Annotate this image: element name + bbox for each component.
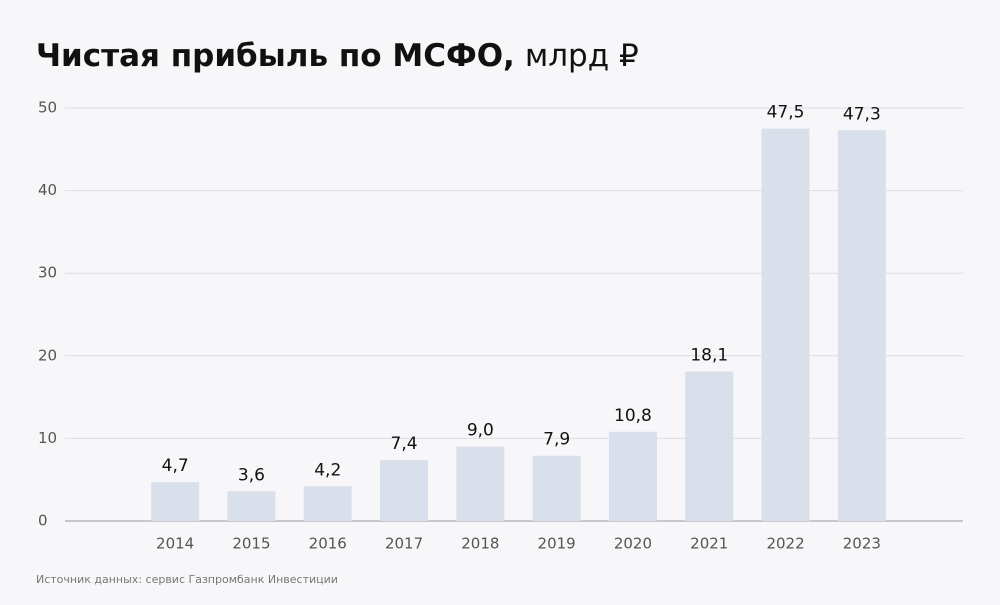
value-label: 3,6 bbox=[238, 465, 265, 485]
y-tick-label: 40 bbox=[38, 181, 57, 199]
value-label: 7,4 bbox=[391, 434, 418, 454]
x-tick-label: 2017 bbox=[385, 535, 423, 553]
x-tick-label: 2023 bbox=[843, 535, 881, 553]
source-note: Источник данных: сервис Газпромбанк Инве… bbox=[36, 573, 338, 586]
value-label: 9,0 bbox=[467, 421, 494, 441]
x-tick-label: 2014 bbox=[156, 535, 194, 553]
y-tick-label: 10 bbox=[38, 429, 57, 447]
value-label: 4,2 bbox=[314, 460, 341, 480]
value-label: 47,5 bbox=[767, 103, 805, 123]
x-tick-label: 2022 bbox=[766, 535, 804, 553]
bar bbox=[685, 371, 734, 521]
x-tick-label: 2016 bbox=[309, 535, 347, 553]
y-tick-label: 50 bbox=[38, 99, 57, 117]
value-label: 10,8 bbox=[614, 406, 652, 426]
value-label: 47,3 bbox=[843, 104, 881, 124]
chart-title-main: Чистая прибыль по МСФО, bbox=[36, 38, 515, 74]
y-tick-label: 20 bbox=[38, 346, 57, 364]
bar bbox=[761, 128, 810, 521]
chart-title-unit: млрд ₽ bbox=[525, 38, 639, 74]
x-tick-label: 2021 bbox=[690, 535, 728, 553]
y-tick-label: 30 bbox=[38, 264, 57, 282]
value-label: 4,7 bbox=[162, 456, 189, 476]
bar bbox=[608, 431, 657, 521]
chart-title: Чистая прибыль по МСФО, млрд ₽ bbox=[36, 38, 639, 74]
y-tick-label: 0 bbox=[38, 512, 48, 530]
x-tick-label: 2019 bbox=[538, 535, 576, 553]
bar bbox=[456, 446, 505, 521]
bar bbox=[380, 459, 429, 521]
bar bbox=[227, 491, 276, 521]
bar bbox=[532, 455, 581, 521]
bar bbox=[303, 486, 352, 521]
value-label: 7,9 bbox=[543, 430, 570, 450]
x-tick-label: 2018 bbox=[461, 535, 499, 553]
x-tick-label: 2015 bbox=[232, 535, 270, 553]
x-tick-label: 2020 bbox=[614, 535, 652, 553]
value-label: 18,1 bbox=[690, 345, 728, 365]
bar bbox=[151, 482, 200, 521]
bar bbox=[837, 130, 886, 521]
